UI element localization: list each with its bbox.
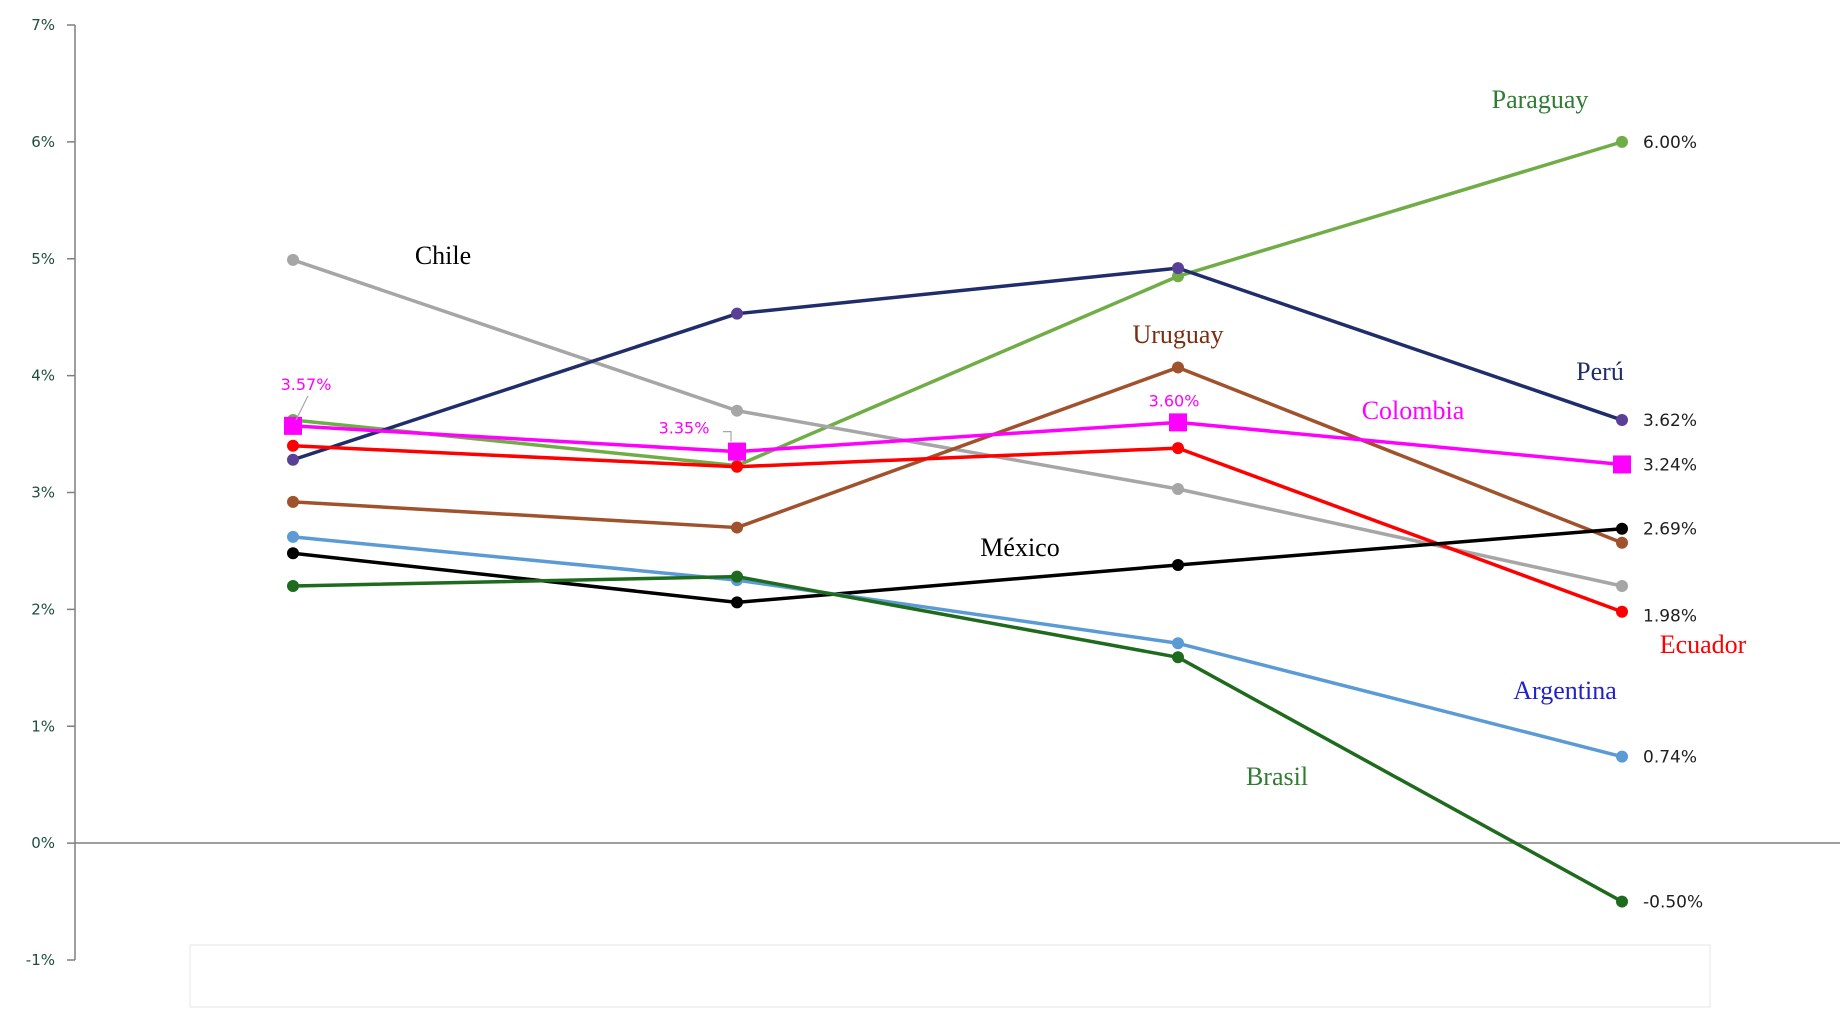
series-line-ecuador <box>292 444 1623 614</box>
series-name-chile: Chile <box>415 241 471 270</box>
data-point-peru <box>1172 262 1184 275</box>
end-value-label: -0.50% <box>1643 893 1703 913</box>
data-point-peru <box>287 453 299 466</box>
series-line-chile <box>292 258 1623 588</box>
series-name-mexico: México <box>980 533 1059 562</box>
series-line-uruguay <box>292 365 1623 545</box>
data-point-uruguay <box>1616 536 1628 549</box>
data-point-uruguay <box>1172 361 1184 374</box>
data-point-colombia <box>728 442 746 461</box>
x-axis-label-area <box>189 944 1711 1008</box>
series-name-argentina: Argentina <box>1513 676 1617 705</box>
series-name-brasil: Brasil <box>1246 762 1308 791</box>
data-point-argentina <box>1172 637 1184 650</box>
y-tick-label: 4% <box>31 367 55 385</box>
data-point-ecuador <box>731 460 743 473</box>
series-line-brasil <box>292 574 1623 904</box>
y-axis: -1% 0% 1% 2% 3% 4% 5% 6% 7% <box>26 16 76 969</box>
data-point-chile <box>731 404 743 417</box>
point-label-colombia: 3.60% <box>1149 391 1200 410</box>
data-point-colombia <box>1613 455 1631 474</box>
series-line-colombia <box>292 420 1623 467</box>
data-point-peru <box>731 307 743 320</box>
data-point-brasil <box>1172 651 1184 664</box>
data-point-argentina <box>1616 750 1628 763</box>
data-point-brasil <box>731 570 743 583</box>
data-point-mexico <box>731 596 743 609</box>
data-point-chile <box>287 253 299 266</box>
data-point-peru <box>1616 414 1628 427</box>
series-name-peru: Perú <box>1576 357 1624 386</box>
y-tick-label: 0% <box>31 834 55 852</box>
point-labels: 3.57% 3.35% 3.60% <box>281 375 1200 442</box>
series-name-labels: Paraguay Chile Perú Uruguay Colombia México Ec… <box>415 85 1747 791</box>
y-tick-label: 5% <box>31 250 55 268</box>
series-line-paraguay <box>292 140 1623 468</box>
data-point-mexico <box>287 547 299 560</box>
data-point-chile <box>1172 482 1184 495</box>
series-name-ecuador: Ecuador <box>1660 630 1747 659</box>
series-name-uruguay: Uruguay <box>1133 320 1224 349</box>
data-point-colombia <box>1169 413 1187 432</box>
y-tick-label: 2% <box>31 600 55 618</box>
point-label-colombia: 3.57% <box>281 375 332 394</box>
y-tick-label: -1% <box>26 951 55 969</box>
series-name-colombia: Colombia <box>1362 396 1465 425</box>
end-value-label: 2.69% <box>1643 520 1697 540</box>
data-point-uruguay <box>287 495 299 508</box>
y-tick-label: 1% <box>31 717 55 735</box>
data-point-mexico <box>1172 558 1184 571</box>
end-value-label: 1.98% <box>1643 607 1697 627</box>
data-point-argentina <box>287 530 299 543</box>
point-label-colombia: 3.35% <box>659 419 710 438</box>
y-tick-label: 3% <box>31 484 55 502</box>
data-point-ecuador <box>1172 442 1184 455</box>
series-line-peru <box>292 266 1623 462</box>
data-point-ecuador <box>1616 605 1628 618</box>
end-value-labels: 6.00% 3.62% 3.24% 1.98% 2.69% 0.74% -0.50% <box>1643 133 1703 913</box>
data-point-colombia <box>284 416 302 435</box>
y-tick-label: 7% <box>31 16 55 34</box>
y-tick-label: 6% <box>31 133 55 151</box>
data-point-brasil <box>287 580 299 592</box>
leader-line <box>295 395 309 421</box>
leader-line <box>723 430 732 442</box>
series-lines <box>284 135 1631 908</box>
end-value-label: 3.24% <box>1643 455 1697 475</box>
data-point-chile <box>1616 580 1628 592</box>
data-point-mexico <box>1616 522 1628 535</box>
data-point-uruguay <box>731 521 743 534</box>
end-value-label: 6.00% <box>1643 133 1697 153</box>
data-point-ecuador <box>287 439 299 452</box>
end-value-label: 3.62% <box>1643 411 1697 431</box>
end-value-label: 0.74% <box>1643 748 1697 768</box>
data-point-brasil <box>1616 895 1628 908</box>
series-name-paraguay: Paraguay <box>1492 85 1589 114</box>
data-point-paraguay <box>1616 135 1628 148</box>
series-line-mexico <box>292 526 1623 605</box>
series-line-argentina <box>292 535 1623 759</box>
